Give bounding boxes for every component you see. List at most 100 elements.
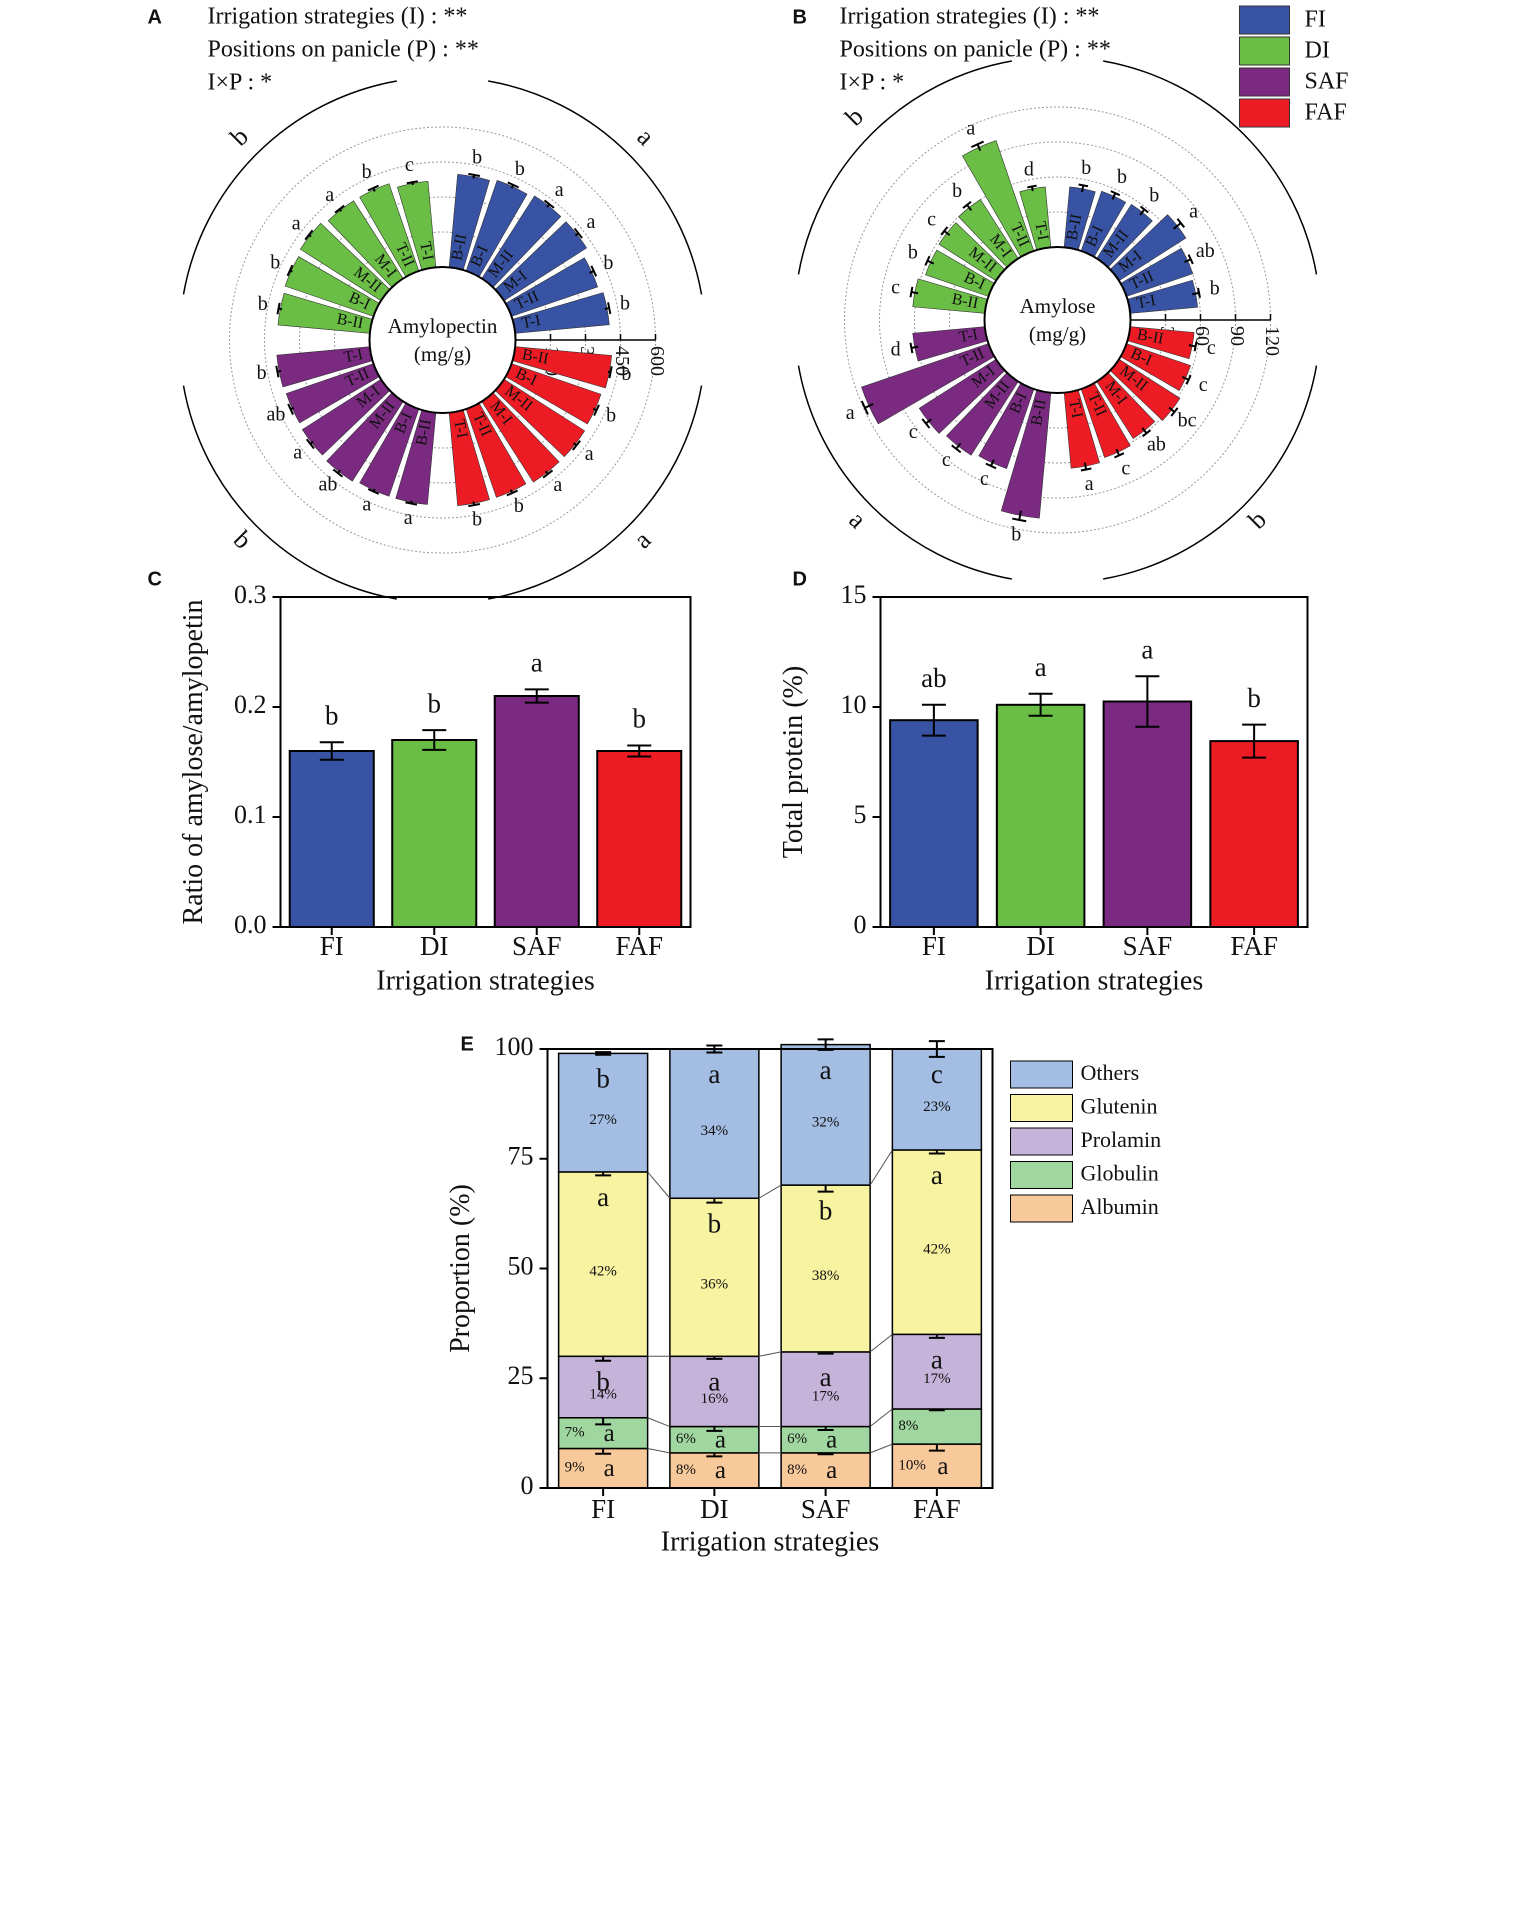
y-tick-label: 0.0 bbox=[234, 910, 267, 939]
legend-label: Others bbox=[1081, 1060, 1140, 1085]
annotation: I×P : * bbox=[208, 70, 273, 96]
percent-label: 9% bbox=[565, 1460, 585, 1476]
significance-letter: c bbox=[1207, 337, 1216, 359]
significance-letter: a bbox=[820, 1362, 832, 1392]
center-label: Amylose bbox=[1020, 294, 1096, 318]
significance-letter: d bbox=[891, 339, 901, 361]
y-tick-label: 10 bbox=[841, 690, 867, 719]
error-cap bbox=[287, 403, 294, 415]
legend-label: SAF bbox=[1305, 69, 1349, 95]
legend-label: FI bbox=[1305, 7, 1326, 33]
significance-letter: b bbox=[472, 147, 482, 169]
significance-letter: b bbox=[819, 1195, 833, 1225]
error-bar bbox=[926, 259, 935, 265]
significance-letter: c bbox=[927, 209, 936, 231]
stacked-segment bbox=[891, 1149, 983, 1336]
bar-label: B-II bbox=[335, 311, 364, 333]
connector bbox=[647, 1171, 671, 1199]
error-cap bbox=[468, 172, 481, 177]
error-bar bbox=[925, 418, 932, 425]
axis-tick-label: 90 bbox=[1226, 326, 1248, 346]
error-cap bbox=[1197, 287, 1201, 299]
x-axis-label: Irrigation strategies bbox=[985, 965, 1203, 996]
significance-letter: ab bbox=[1196, 240, 1215, 262]
error-bar bbox=[1111, 192, 1117, 200]
y-axis-label: Ratio of amylose/amylopetin bbox=[178, 599, 209, 924]
percent-label: 32% bbox=[812, 1114, 840, 1130]
significance-letter: c bbox=[909, 421, 918, 443]
y-tick-label: 100 bbox=[495, 1032, 534, 1061]
error-bar bbox=[1115, 448, 1121, 456]
significance-letter: a bbox=[826, 1426, 837, 1453]
bar bbox=[995, 703, 1086, 928]
x-tick-label: FAF bbox=[615, 931, 663, 961]
error-bar bbox=[990, 459, 995, 467]
error-cap bbox=[608, 366, 613, 379]
stacked-segment bbox=[891, 1408, 983, 1445]
significance-letter: a bbox=[531, 648, 543, 678]
significance-letter: c bbox=[980, 468, 989, 490]
y-tick-label: 5 bbox=[854, 800, 867, 829]
significance-letter: b bbox=[620, 293, 630, 315]
percent-label: 8% bbox=[898, 1418, 918, 1434]
error-cap bbox=[1187, 254, 1194, 265]
significance-letter: a bbox=[820, 1055, 832, 1085]
error-bar bbox=[1184, 258, 1192, 264]
error-cap bbox=[286, 264, 294, 277]
center-circle bbox=[368, 266, 517, 414]
y-tick-label: 25 bbox=[508, 1361, 534, 1390]
significance-letter: b bbox=[708, 1208, 722, 1238]
significance-letter: a bbox=[715, 1457, 726, 1484]
legend-swatch bbox=[1239, 5, 1290, 35]
percent-label: 8% bbox=[787, 1462, 807, 1478]
group-letter: a bbox=[843, 505, 872, 534]
error-bar bbox=[911, 345, 919, 349]
error-cap bbox=[276, 302, 281, 315]
stacked-segment bbox=[780, 1043, 871, 1186]
bar-label: T-I bbox=[343, 346, 365, 366]
stacked-segment bbox=[891, 1333, 983, 1410]
y-tick-label: 0 bbox=[521, 1471, 534, 1500]
stacked-segment bbox=[780, 1184, 871, 1353]
significance-letter: ab bbox=[921, 663, 946, 693]
group-letter: a bbox=[631, 122, 660, 151]
error-cap bbox=[909, 286, 914, 298]
legend-label: FAF bbox=[1305, 100, 1347, 126]
error-bar bbox=[1083, 462, 1088, 470]
error-cap bbox=[1114, 452, 1125, 459]
legend-swatch bbox=[1010, 1127, 1073, 1156]
error-cap bbox=[607, 302, 612, 315]
legend-label: DI bbox=[1305, 38, 1330, 64]
x-tick-label: DI bbox=[420, 931, 449, 961]
annotation: Positions on panicle (P) : ** bbox=[840, 37, 1111, 63]
stacked-segment bbox=[557, 1447, 649, 1489]
error-bar bbox=[976, 143, 982, 152]
group-arc bbox=[182, 80, 397, 295]
significance-letter: a bbox=[1189, 201, 1198, 223]
significance-letter: ab bbox=[1147, 434, 1166, 456]
significance-letter: a bbox=[404, 507, 413, 529]
panel-label: A bbox=[148, 6, 162, 28]
significance-letter: b bbox=[1149, 184, 1159, 206]
bar-label: B-II bbox=[521, 346, 550, 368]
significance-letter: a bbox=[585, 443, 594, 465]
significance-letter: a bbox=[597, 1182, 609, 1212]
x-tick-label: FI bbox=[320, 931, 344, 961]
significance-letter: a bbox=[587, 211, 596, 233]
significance-letter: a bbox=[1141, 634, 1153, 664]
error-cap bbox=[332, 468, 344, 478]
connector bbox=[647, 1417, 671, 1428]
error-cap bbox=[1193, 341, 1198, 352]
legend-swatch bbox=[1239, 67, 1290, 97]
bar bbox=[1102, 700, 1193, 928]
bar-label: B-II bbox=[1028, 398, 1050, 427]
axis-tick-label: 60 bbox=[1191, 326, 1213, 346]
x-axis-label: Irrigation strategies bbox=[376, 965, 594, 996]
panel-label: E bbox=[461, 1033, 474, 1055]
group-arc bbox=[1103, 60, 1318, 275]
stacked-segment bbox=[557, 1052, 649, 1173]
error-bar bbox=[864, 403, 874, 409]
significance-letter: a bbox=[715, 1426, 726, 1453]
axis-tick-label: 600 bbox=[646, 346, 668, 376]
significance-letter: b bbox=[257, 362, 267, 384]
